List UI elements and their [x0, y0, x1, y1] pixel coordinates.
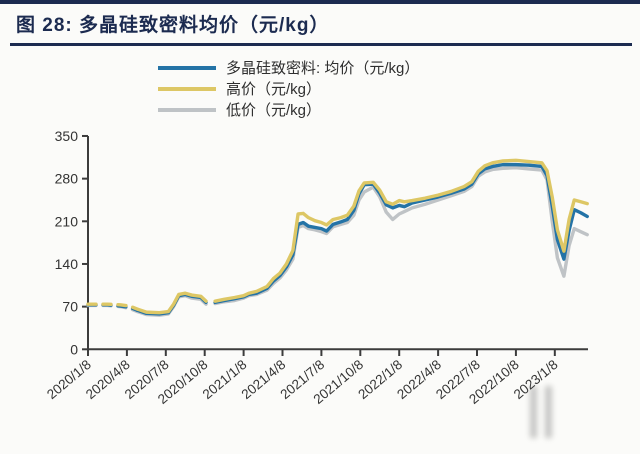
svg-text:210: 210 — [55, 213, 79, 229]
legend-swatch-high-line-icon — [158, 86, 216, 91]
legend-label-low: 低价（元/kg） — [226, 102, 322, 119]
y-axis: 0 70 140 210 280 350 — [55, 128, 88, 357]
title-underline — [10, 43, 632, 46]
svg-text:70: 70 — [62, 299, 78, 315]
figure-title: 图 28: 多晶硅致密料均价（元/kg） — [16, 15, 330, 36]
chart-legend: 多晶硅致密料: 均价（元/kg） 高价（元/kg） 低价（元/kg） — [158, 57, 419, 120]
series-lines — [86, 158, 589, 317]
legend-swatch-low-line-icon — [158, 107, 216, 112]
legend-item-avg: 多晶硅致密料: 均价（元/kg） — [158, 57, 419, 78]
legend-item-low: 低价（元/kg） — [158, 99, 419, 120]
top-border-bar — [0, 0, 640, 4]
legend-label-avg: 多晶硅致密料: 均价（元/kg） — [226, 60, 420, 77]
svg-text:0: 0 — [70, 341, 78, 357]
legend-label-high: 高价（元/kg） — [226, 81, 322, 98]
svg-text:350: 350 — [55, 128, 79, 144]
svg-text:2023/1/8: 2023/1/8 — [511, 357, 561, 402]
legend-swatch-avg-line-icon — [158, 65, 216, 70]
svg-text:140: 140 — [55, 256, 79, 272]
x-axis: 2020/1/82020/4/82020/7/82020/10/82021/1/… — [44, 135, 588, 407]
svg-text:280: 280 — [55, 171, 79, 187]
legend-item-high: 高价（元/kg） — [158, 78, 419, 99]
